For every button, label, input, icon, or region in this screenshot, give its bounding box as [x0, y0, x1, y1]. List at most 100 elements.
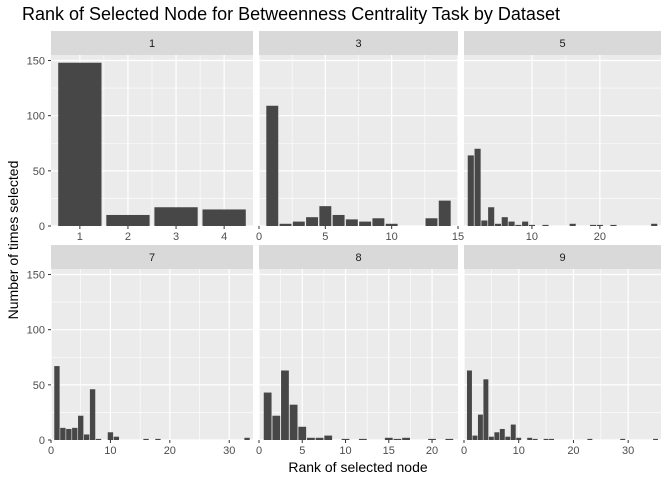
bar — [528, 224, 535, 226]
bar — [596, 224, 603, 226]
bar — [307, 437, 315, 440]
bar — [483, 379, 489, 440]
bar — [620, 438, 626, 440]
x-tick-label: 20 — [594, 231, 606, 243]
bar — [154, 207, 198, 226]
facet-strip-label: 3 — [355, 38, 361, 50]
facet-panel-3: 3 0 5 10 15 — [256, 31, 464, 243]
facet-strip — [464, 31, 661, 55]
y-axis-title: Number of times selected — [5, 161, 21, 320]
bar — [272, 415, 281, 440]
facet-strip-label: 1 — [149, 38, 155, 50]
panel-background — [464, 269, 661, 440]
bar — [474, 148, 481, 226]
bar — [428, 438, 436, 440]
bar — [393, 438, 402, 440]
bar — [324, 435, 333, 440]
bar — [425, 218, 438, 226]
bar — [488, 207, 495, 226]
bar — [549, 438, 555, 440]
bar — [467, 155, 474, 226]
bar — [72, 427, 78, 440]
bar — [341, 438, 350, 440]
bar — [345, 219, 358, 226]
y-tick-label: 100 — [27, 111, 45, 123]
bar — [515, 224, 522, 226]
bar — [499, 428, 505, 440]
y-tick-label: 150 — [27, 56, 45, 68]
bar — [587, 438, 593, 440]
bar — [315, 437, 324, 440]
x-tick-label: 10 — [386, 231, 398, 243]
bar — [263, 392, 272, 440]
bar — [477, 414, 483, 440]
x-tick-label: 15 — [452, 231, 464, 243]
bar — [106, 214, 150, 226]
y-tick-label: 50 — [33, 166, 45, 178]
chart-title: Rank of Selected Node for Betweenness Ce… — [22, 4, 560, 24]
y-tick-label: 0 — [39, 435, 45, 447]
x-tick-label: 5 — [299, 445, 305, 457]
x-tick-label: 10 — [339, 445, 351, 457]
bar — [279, 223, 292, 226]
y-tick-label: 0 — [39, 221, 45, 233]
x-tick-label: 0 — [256, 445, 262, 457]
bar — [467, 370, 472, 440]
facet-strip-label: 7 — [149, 252, 155, 264]
bar — [89, 389, 96, 440]
bar — [359, 221, 372, 226]
bar — [95, 438, 102, 440]
bar — [66, 428, 72, 440]
bar — [505, 436, 511, 440]
bar — [319, 206, 332, 226]
facet-panel-8: 8 0 5 10 15 20 — [256, 245, 458, 457]
bar — [494, 223, 502, 226]
facet-strip-label: 8 — [355, 252, 361, 264]
bar — [266, 105, 279, 226]
facet-panel-9: 9 0 10 20 30 — [461, 245, 661, 457]
x-tick-label: 1 — [77, 231, 83, 243]
bar — [202, 209, 246, 226]
x-tick-label: 10 — [513, 445, 525, 457]
bar — [332, 214, 345, 226]
x-tick-label: 15 — [383, 445, 395, 457]
x-tick-label: 20 — [426, 445, 438, 457]
bar — [155, 438, 161, 440]
bar — [653, 438, 658, 440]
bar — [532, 438, 538, 440]
bar — [516, 437, 522, 440]
bar — [510, 424, 516, 440]
bar — [522, 221, 529, 226]
y-tick-label: 50 — [33, 380, 45, 392]
bar — [508, 221, 515, 226]
x-tick-label: 5 — [322, 231, 328, 243]
x-tick-label: 2 — [125, 231, 131, 243]
bar — [107, 432, 114, 440]
bar — [281, 370, 289, 440]
panel-background — [464, 55, 661, 226]
bar — [292, 221, 305, 226]
facet-strip — [51, 245, 253, 269]
bar — [438, 200, 451, 226]
y-tick-label: 150 — [27, 270, 45, 282]
bar — [481, 220, 488, 226]
bar — [372, 218, 385, 226]
bar — [384, 437, 393, 440]
x-tick-label: 0 — [48, 445, 54, 457]
bar — [610, 224, 617, 226]
bar — [543, 438, 549, 440]
x-axis-title: Rank of selected node — [288, 459, 428, 475]
x-tick-label: 20 — [567, 445, 579, 457]
bar — [60, 427, 66, 440]
facet-strip — [259, 31, 458, 55]
facet-panel-5: 5 10 20 — [464, 31, 661, 243]
bar — [590, 224, 597, 226]
bar — [78, 415, 84, 440]
facet-strip-label: 5 — [559, 38, 565, 50]
facet-strip-label: 9 — [559, 252, 565, 264]
bar — [402, 437, 410, 440]
facet-panel-7: 7 0 10 20 30 0 50 100 150 — [27, 245, 253, 457]
bar — [298, 426, 307, 440]
bar — [501, 217, 508, 226]
